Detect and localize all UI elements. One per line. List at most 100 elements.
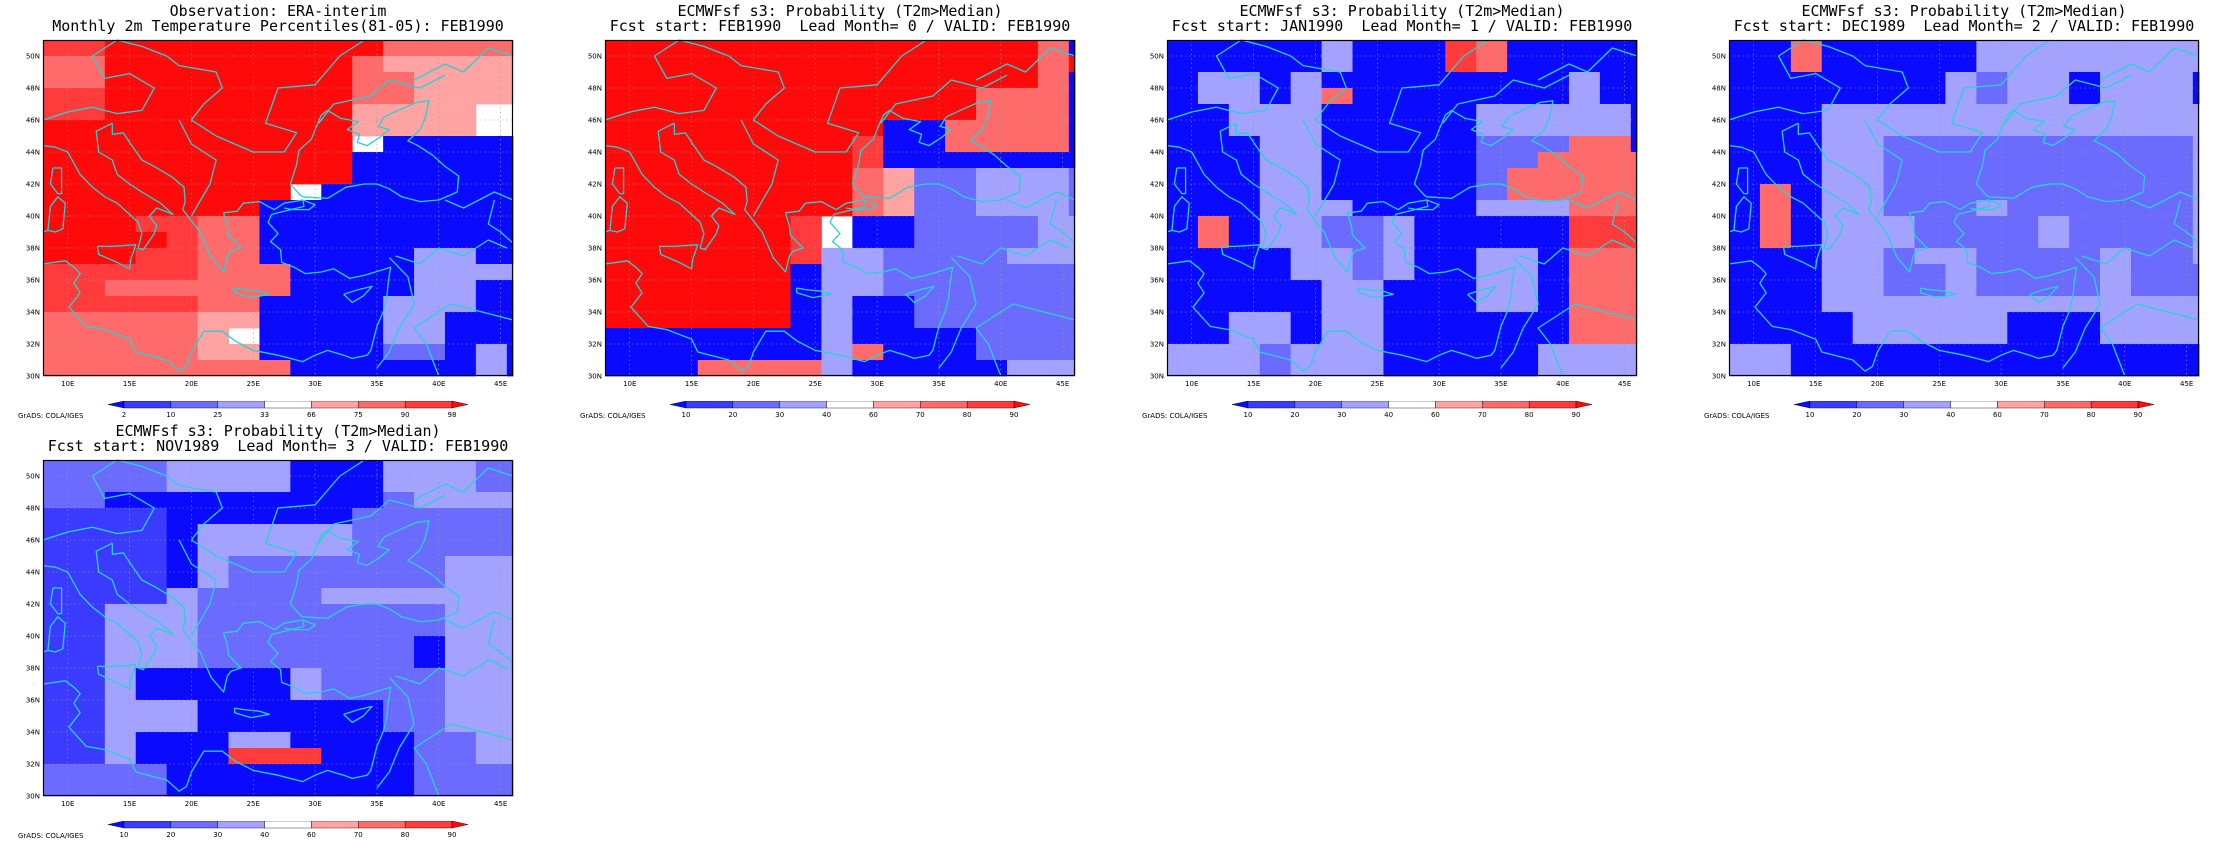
grid-cell (197, 764, 229, 781)
grid-cell (976, 216, 1008, 233)
grid-cell (1821, 312, 1854, 329)
grid-cell (852, 88, 884, 105)
grid-cell (1821, 72, 1854, 89)
grid-cell (790, 344, 822, 361)
grid-cell (104, 120, 137, 137)
grid-cell (1976, 152, 2008, 169)
colorbar-segment (217, 400, 265, 409)
lat-tick-label: 30N (26, 373, 40, 381)
grid-cell (1321, 296, 1353, 313)
lat-tick-label: 36N (26, 697, 40, 705)
coastline (880, 74, 1008, 124)
grid-cell (259, 120, 291, 137)
grid-cell (945, 360, 977, 377)
coastline (42, 196, 66, 233)
grid-cell (1883, 56, 1915, 73)
grid-cell (383, 104, 415, 121)
grid-cell (506, 620, 514, 637)
grid-cell (352, 604, 384, 621)
grid-cell (2100, 264, 2132, 281)
coastline (1173, 167, 1187, 195)
grid-cell (166, 40, 198, 57)
grid-cell (43, 296, 75, 313)
grid-cell (383, 136, 415, 153)
grid-cell (1852, 200, 1884, 217)
grid-cell (197, 668, 229, 685)
grid-cell (1228, 120, 1261, 137)
grid-cell (414, 328, 446, 345)
lon-tick-label: 15E (123, 380, 136, 388)
grid-cell (1167, 296, 1199, 313)
coastline (604, 39, 927, 153)
grid-cell (883, 152, 915, 169)
grid-cell (2192, 152, 2200, 169)
grid-cell (73, 604, 106, 621)
grid-cell (352, 684, 384, 701)
coastline (42, 260, 187, 372)
grid-cell (259, 312, 291, 329)
grid-cell (914, 184, 946, 201)
grid-cell (444, 604, 477, 621)
grid-cell (321, 572, 353, 589)
grid-cell (1197, 104, 1230, 121)
grid-cell (790, 200, 822, 217)
grid-cell (852, 248, 884, 265)
grid-cell (197, 476, 229, 493)
grid-cell (1821, 88, 1854, 105)
grid-cell (228, 216, 260, 233)
grid-cell (1476, 120, 1508, 137)
colorbar-label: 80 (401, 831, 410, 839)
grid-cell (1599, 328, 1632, 345)
grid-cell (197, 588, 229, 605)
grid-cell (1729, 120, 1761, 137)
grid-cell (444, 200, 477, 217)
colorbar-label: 60 (869, 411, 878, 419)
grid-cell (759, 56, 791, 73)
coastline (289, 520, 460, 618)
grid-cell (1852, 280, 1884, 297)
colorbar-segment (358, 400, 406, 409)
grid-cell (1507, 136, 1539, 153)
grid-cell (852, 344, 884, 361)
map-frame (42, 459, 514, 797)
grid-cell (166, 168, 198, 185)
grid-cell (1729, 248, 1761, 265)
coastline (111, 123, 269, 273)
grid-cell (2069, 280, 2101, 297)
grid-cell (414, 184, 446, 201)
colorbar-segment (404, 820, 453, 829)
grid-cell (1321, 40, 1353, 57)
grid-cell (1914, 232, 1946, 249)
grid-cell (1321, 232, 1353, 249)
grid-cell (821, 40, 853, 57)
grid-cell (1599, 56, 1632, 73)
grid-cell (166, 344, 198, 361)
grid-cell (383, 56, 415, 73)
grid-cell (666, 88, 699, 105)
grid-cell (1976, 56, 2008, 73)
grid-cell (1945, 56, 1977, 73)
grid-cell (73, 492, 106, 509)
grid-cell (104, 764, 137, 781)
grid-cell (759, 232, 791, 249)
lon-tick-label: 30E (308, 380, 321, 388)
grid-cell (290, 460, 322, 477)
coastline (395, 239, 508, 265)
grid-cell (1914, 280, 1946, 297)
grid-cell (197, 684, 229, 701)
grid-cell (1476, 152, 1508, 169)
lat-tick-label: 48N (26, 85, 40, 93)
grid-cell (2192, 360, 2200, 377)
grid-cell (321, 104, 353, 121)
grid-cell (135, 360, 168, 377)
grid-cell (259, 572, 291, 589)
grid-cell (1945, 296, 1977, 313)
grid-cell (1228, 232, 1261, 249)
grid-cell (43, 764, 75, 781)
grid-cell (1729, 40, 1761, 57)
lat-tick-label: 30N (588, 373, 602, 381)
grid-cell (2130, 344, 2163, 361)
grid-cell (914, 200, 946, 217)
grid-cell (759, 200, 791, 217)
grid-cell (883, 40, 915, 57)
